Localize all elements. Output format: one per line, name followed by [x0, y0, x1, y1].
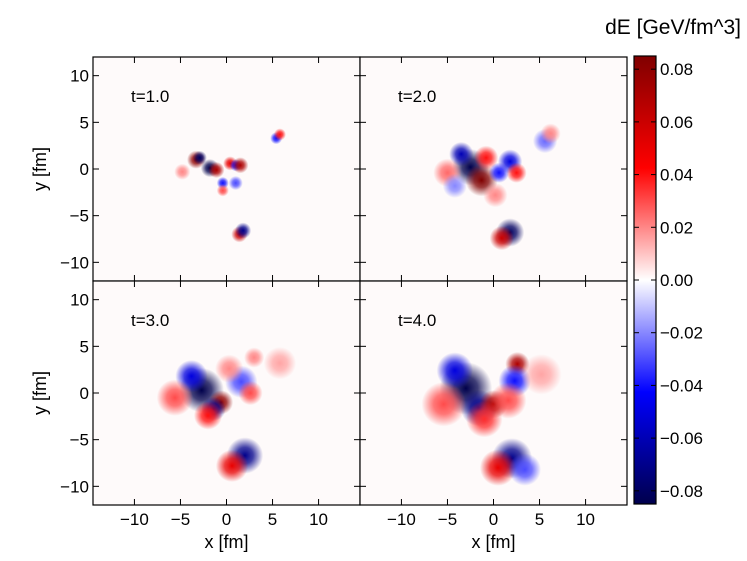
panels: t=1.0 t=2.0 t=3.0 t=4.0: [92, 56, 628, 506]
energy-blob: [238, 380, 263, 406]
x-tick-label: −5: [438, 510, 457, 529]
energy-blob: [234, 222, 252, 239]
x-tick-label: −10: [120, 510, 149, 529]
energy-blob: [273, 128, 286, 141]
energy-blob: [521, 354, 562, 395]
panel-3: t=3.0: [92, 280, 361, 506]
energy-blob: [483, 182, 508, 208]
heatmap-field: [421, 351, 562, 486]
energy-blob: [215, 354, 244, 383]
colorbar-tick-label: −0.02: [660, 324, 703, 343]
colorbar-tick-label: 0.06: [660, 113, 693, 132]
heatmap-field: [433, 123, 561, 251]
energy-blob: [540, 123, 561, 144]
x-tick-label: 5: [268, 510, 277, 529]
energy-blob: [489, 225, 514, 251]
energy-blob: [442, 173, 467, 198]
energy-blob: [228, 175, 243, 191]
panel-frame: [359, 280, 628, 506]
heatmap-field: [156, 346, 297, 483]
energy-blob: [479, 449, 517, 486]
energy-blob: [192, 150, 207, 165]
x-axis-label: x [fm]: [472, 532, 516, 552]
energy-blob: [466, 400, 503, 438]
x-tick-label: −5: [171, 510, 190, 529]
y-axis-label: y [fm]: [30, 147, 50, 191]
energy-blob: [193, 401, 223, 430]
y-tick-label: 10: [70, 67, 89, 86]
colorbar-tick-label: 0.04: [660, 166, 693, 185]
energy-blob: [156, 379, 194, 416]
y-tick-label: 0: [80, 384, 89, 403]
energy-blob: [232, 157, 249, 174]
energy-blob: [506, 162, 527, 183]
x-tick-label: 0: [489, 510, 498, 529]
colorbar-tick-label: −0.06: [660, 429, 703, 448]
panel-time-label: t=3.0: [131, 311, 169, 330]
energy-blob: [508, 453, 542, 486]
energy-blob: [449, 141, 474, 167]
x-tick-label: 0: [222, 510, 231, 529]
y-tick-label: 5: [80, 113, 89, 132]
axis-text: 10 5 0 −5 −10 y [fm] 10 5 0 −5 −10 y [fm] −10 −5 0 5 10 x…: [30, 67, 595, 552]
panel-time-label: t=4.0: [398, 311, 436, 330]
x-tick-label: 5: [535, 510, 544, 529]
y-tick-label: −10: [60, 477, 89, 496]
colorbar-tick-label: 0.00: [660, 271, 693, 290]
x-tick-label: −10: [387, 510, 416, 529]
energy-blob: [215, 449, 249, 483]
panel-time-label: t=1.0: [131, 87, 169, 106]
panel-1: t=1.0: [92, 56, 361, 282]
y-tick-label: 10: [70, 291, 89, 310]
y-tick-label: 5: [80, 337, 89, 356]
energy-blob: [243, 347, 265, 368]
energy-blob: [174, 163, 191, 180]
energy-blob: [421, 381, 467, 427]
panel-2: t=2.0: [359, 56, 628, 282]
colorbar-label: dE [GeV/fm^3]: [605, 16, 741, 39]
y-tick-label: −5: [70, 431, 89, 450]
y-tick-label: 0: [80, 160, 89, 179]
x-tick-label: 10: [576, 510, 595, 529]
panel-time-label: t=2.0: [398, 87, 436, 106]
x-tick-label: 10: [309, 510, 328, 529]
heatmap-field: [174, 128, 286, 243]
energy-blob: [208, 161, 225, 179]
panel-4: t=4.0: [359, 280, 628, 506]
colorbar-tick-label: −0.08: [660, 482, 703, 501]
colorbar-tick-label: −0.04: [660, 376, 703, 395]
y-tick-label: −5: [70, 207, 89, 226]
energy-blob: [473, 145, 499, 170]
colorbar-tick-label: 0.08: [660, 60, 693, 79]
energy-blob: [488, 162, 510, 183]
x-axis-label: x [fm]: [205, 532, 249, 552]
colorbar-tick-label: 0.02: [660, 218, 693, 237]
colorbar: 0.08 0.06 0.04 0.02 0.00 −0.02 −0.04 −0.06 −0.08…: [605, 16, 741, 505]
y-tick-label: −10: [60, 253, 89, 272]
energy-blob: [216, 184, 229, 197]
energy-blob: [436, 352, 474, 389]
y-axis-label: y [fm]: [30, 371, 50, 415]
energy-blob: [263, 346, 297, 380]
